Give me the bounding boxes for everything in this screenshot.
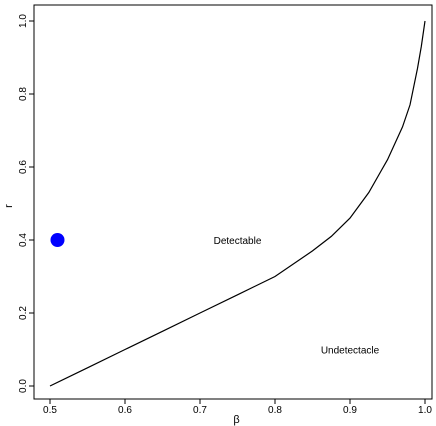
y-tick-label: 0.4 xyxy=(18,233,29,247)
y-tick-label: 0.0 xyxy=(18,379,29,393)
y-tick-label: 0.8 xyxy=(18,87,29,101)
plot-frame xyxy=(33,4,433,400)
region-annotation: Undetectacle xyxy=(321,346,380,357)
x-tick-label: 0.7 xyxy=(193,405,207,416)
series-layer xyxy=(49,20,426,387)
y-tick-label: 0.2 xyxy=(18,306,29,320)
x-tick-label: 0.5 xyxy=(43,405,57,416)
y-tick-label: 1.0 xyxy=(18,14,29,28)
y-axis: 0.0 0.2 0.4 0.6 0.8 1.0 xyxy=(18,14,34,393)
x-tick-label: 1.0 xyxy=(418,405,432,416)
x-axis-label: β xyxy=(233,414,239,426)
x-tick-label: 0.6 xyxy=(118,405,132,416)
x-tick-label: 0.9 xyxy=(343,405,357,416)
region-annotation: Detectable xyxy=(214,236,262,247)
x-axis: 0.5 0.6 0.7 0.8 0.9 1.0 xyxy=(43,399,432,416)
data-point xyxy=(50,233,65,247)
x-tick-label: 0.8 xyxy=(268,405,282,416)
annotation-layer: Detectable Undetectacle xyxy=(214,236,380,357)
boundary-curve xyxy=(49,20,426,387)
points-layer xyxy=(50,233,65,247)
y-axis-label: r xyxy=(3,204,15,208)
y-tick-label: 0.6 xyxy=(18,160,29,174)
